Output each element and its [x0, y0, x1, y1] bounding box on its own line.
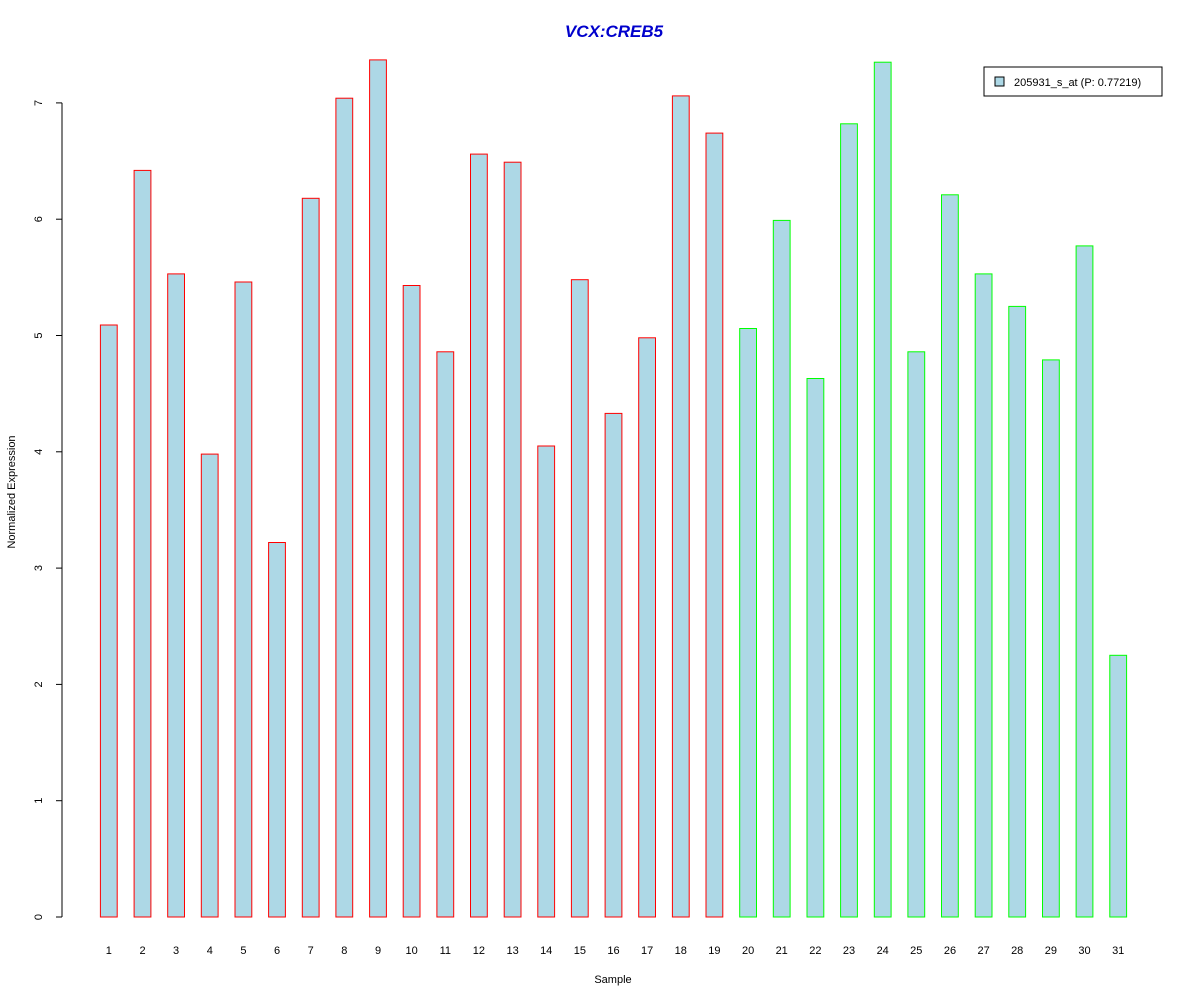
bar	[369, 59, 387, 918]
x-tick-label: 19	[708, 945, 720, 957]
bar	[503, 161, 522, 918]
bar	[436, 351, 455, 918]
bar	[907, 351, 926, 918]
y-tick-label: 7	[33, 100, 45, 106]
legend-label: 205931_s_at (P: 0.77219)	[1014, 77, 1141, 89]
bar	[671, 95, 690, 918]
bar	[840, 123, 858, 918]
x-tick-label: 1	[106, 945, 112, 957]
chart-title: VCX:CREB5	[565, 22, 664, 41]
x-tick-label: 29	[1045, 945, 1057, 957]
x-tick-label: 8	[341, 945, 347, 957]
x-tick-label: 27	[977, 945, 989, 957]
x-tick-label: 2	[139, 945, 145, 957]
bar	[873, 61, 892, 918]
bar	[99, 324, 118, 918]
x-tick-label: 21	[776, 945, 788, 957]
bar	[1008, 305, 1027, 918]
bar	[1042, 359, 1060, 918]
x-tick-label: 10	[405, 945, 417, 957]
x-tick-label: 5	[240, 945, 246, 957]
x-tick-label: 9	[375, 945, 381, 957]
x-tick-label: 22	[809, 945, 821, 957]
y-tick-label: 2	[33, 681, 45, 687]
bar	[604, 412, 623, 918]
x-tick-label: 26	[944, 945, 956, 957]
y-axis: 0 1 2 3 4 5 6 7	[33, 100, 63, 920]
x-tick-label: 23	[843, 945, 855, 957]
x-tick-label: 24	[877, 945, 889, 957]
bar	[806, 378, 825, 918]
bar	[638, 337, 657, 918]
bar	[1075, 245, 1094, 918]
x-tick-label: 28	[1011, 945, 1023, 957]
x-tick-label: 30	[1078, 945, 1090, 957]
bar	[335, 97, 354, 918]
y-tick-label: 1	[33, 798, 45, 804]
bar	[200, 453, 219, 918]
y-tick-label: 3	[33, 565, 45, 571]
x-tick-label: 13	[506, 945, 518, 957]
bar	[570, 279, 589, 918]
bar	[234, 281, 253, 918]
bar	[470, 153, 488, 918]
x-tick-label: 31	[1112, 945, 1124, 957]
y-tick-label: 5	[33, 332, 45, 338]
bar	[772, 219, 791, 918]
x-tick-label: 14	[540, 945, 552, 957]
bar	[133, 169, 152, 918]
x-tick-label: 11	[440, 945, 451, 957]
y-axis-label: Normalized Expression	[6, 435, 18, 548]
x-tick-label: 16	[607, 945, 619, 957]
bar	[974, 273, 993, 918]
legend-box	[983, 66, 1163, 97]
bar	[537, 445, 556, 918]
x-tick-label: 6	[274, 945, 280, 957]
y-tick-label: 6	[33, 216, 45, 222]
y-tick-label: 4	[33, 449, 45, 455]
bar	[941, 194, 959, 918]
x-axis-labels: 1 2 3 4 5 6 7 8 9 10 11 12 13 14 15 16 17 18 19 20 21 22 23 24 2…	[106, 945, 1125, 957]
x-tick-label: 18	[675, 945, 687, 957]
bar	[402, 285, 421, 918]
x-tick-label: 4	[207, 945, 213, 957]
x-axis-label: Sample	[594, 974, 631, 986]
bar	[167, 273, 185, 918]
x-tick-label: 25	[910, 945, 922, 957]
x-tick-label: 20	[742, 945, 754, 957]
bars	[99, 59, 1128, 918]
bar	[705, 132, 724, 918]
x-tick-label: 17	[641, 945, 653, 957]
legend: 205931_s_at (P: 0.77219)	[983, 66, 1163, 97]
y-tick-label: 0	[33, 914, 45, 920]
x-tick-label: 7	[308, 945, 314, 957]
bar	[268, 542, 286, 918]
legend-swatch	[994, 76, 1005, 87]
x-tick-label: 3	[173, 945, 179, 957]
x-tick-label: 12	[473, 945, 485, 957]
bar	[739, 328, 758, 918]
x-tick-label: 15	[574, 945, 586, 957]
bar	[1109, 654, 1128, 918]
bar	[301, 197, 320, 918]
